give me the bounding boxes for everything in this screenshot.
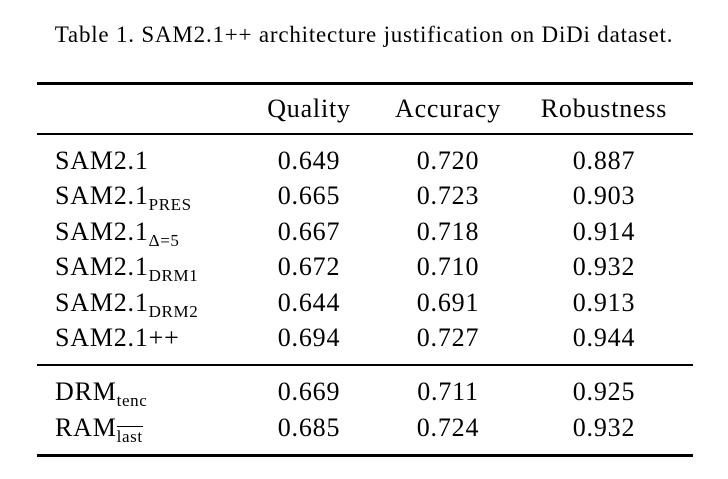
robustness-value: 0.913 xyxy=(572,287,636,317)
row-label-subscript: tenc xyxy=(116,391,148,411)
accuracy-value: 0.724 xyxy=(416,412,480,442)
quality-value: 0.694 xyxy=(277,322,341,352)
row-label-subscript: PRES xyxy=(148,195,192,215)
robustness-value: 0.932 xyxy=(572,252,636,282)
robustness-value: 0.925 xyxy=(572,377,636,407)
table-row-sam21-drm1: SAM2.1DRM1 0.672 0.710 0.932 xyxy=(37,249,693,284)
results-table: Quality Accuracy Robustness SAM2.1 0.649… xyxy=(37,82,693,458)
accuracy-value: 0.718 xyxy=(416,216,480,246)
table-row-sam21-delta5: SAM2.1Δ=5 0.667 0.718 0.914 xyxy=(37,214,693,249)
table-bottom-rule xyxy=(37,454,693,458)
table-caption: Table 1. SAM2.1++ architecture justifica… xyxy=(54,22,674,47)
robustness-value: 0.914 xyxy=(572,216,636,246)
quality-value: 0.669 xyxy=(277,377,341,407)
row-label-subscript: Δ=5 xyxy=(148,230,180,250)
table-row-sam21: SAM2.1 0.649 0.720 0.887 xyxy=(37,143,693,178)
table-mid-rule-header xyxy=(37,133,693,135)
row-label-base: SAM2.1 xyxy=(55,252,149,282)
table-row-ram-last: RAMlast 0.685 0.724 0.932 xyxy=(37,410,693,445)
row-label: SAM2.1Δ=5 xyxy=(37,214,253,249)
table-group-variants: SAM2.1 0.649 0.720 0.887 SAM2.1PRES 0.66… xyxy=(37,135,693,364)
robustness-value: 0.932 xyxy=(572,412,636,442)
accuracy-value: 0.720 xyxy=(416,146,480,175)
table-row-drm-tenc: DRMtenc 0.669 0.711 0.925 xyxy=(37,374,693,409)
row-label-base: SAM2.1++ xyxy=(55,322,180,352)
table-header-row: Quality Accuracy Robustness xyxy=(37,85,693,133)
table-group-ablations: DRMtenc 0.669 0.711 0.925 RAMlast 0.685 … xyxy=(37,366,693,454)
row-label-base: RAM xyxy=(55,412,117,442)
row-label-base: SAM2.1 xyxy=(55,287,149,317)
table-top-rule xyxy=(37,82,693,85)
row-label: SAM2.1++ xyxy=(37,320,253,355)
accuracy-value: 0.710 xyxy=(416,252,480,282)
accuracy-value: 0.723 xyxy=(416,181,480,211)
row-label-subscript: DRM2 xyxy=(148,301,199,321)
quality-value: 0.665 xyxy=(277,181,341,211)
row-label: SAM2.1PRES xyxy=(37,178,253,213)
accuracy-value: 0.711 xyxy=(417,377,479,407)
quality-value: 0.667 xyxy=(277,216,341,246)
header-cell-quality: Quality xyxy=(267,94,351,123)
row-label: DRMtenc xyxy=(37,374,253,409)
row-label-base: SAM2.1 xyxy=(55,146,149,175)
header-cell-empty xyxy=(37,85,253,133)
row-label-subscript-overline: last xyxy=(116,425,143,446)
row-label: SAM2.1 xyxy=(37,143,253,178)
header-cell-accuracy: Accuracy xyxy=(395,94,501,123)
row-label-base: DRM xyxy=(55,377,117,407)
robustness-value: 0.903 xyxy=(572,181,636,211)
accuracy-value: 0.691 xyxy=(416,287,480,317)
table-row-sam21-pres: SAM2.1PRES 0.665 0.723 0.903 xyxy=(37,178,693,213)
row-label: SAM2.1DRM1 xyxy=(37,249,253,284)
row-label: SAM2.1DRM2 xyxy=(37,285,253,320)
quality-value: 0.685 xyxy=(277,412,341,442)
accuracy-value: 0.727 xyxy=(416,322,480,352)
robustness-value: 0.887 xyxy=(572,146,636,175)
robustness-value: 0.944 xyxy=(572,322,636,352)
row-label-base: SAM2.1 xyxy=(55,216,149,246)
table-mid-rule-groups xyxy=(37,364,693,367)
header-cell-robustness: Robustness xyxy=(540,94,668,123)
row-label: RAMlast xyxy=(37,410,253,446)
quality-value: 0.649 xyxy=(277,146,341,175)
row-label-subscript: DRM1 xyxy=(148,266,199,286)
table-row-sam21pp: SAM2.1++ 0.694 0.727 0.944 xyxy=(37,320,693,355)
table-row-sam21-drm2: SAM2.1DRM2 0.644 0.691 0.913 xyxy=(37,285,693,320)
quality-value: 0.672 xyxy=(277,252,341,282)
row-label-base: SAM2.1 xyxy=(55,181,149,211)
quality-value: 0.644 xyxy=(277,287,341,317)
